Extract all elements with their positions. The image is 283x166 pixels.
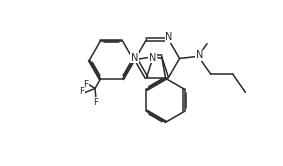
Text: N: N: [131, 52, 138, 63]
Text: N: N: [196, 50, 203, 60]
Text: F: F: [83, 80, 89, 89]
Text: N: N: [165, 32, 173, 42]
Text: N: N: [149, 53, 156, 63]
Text: F: F: [80, 87, 85, 96]
Text: F: F: [93, 98, 98, 107]
